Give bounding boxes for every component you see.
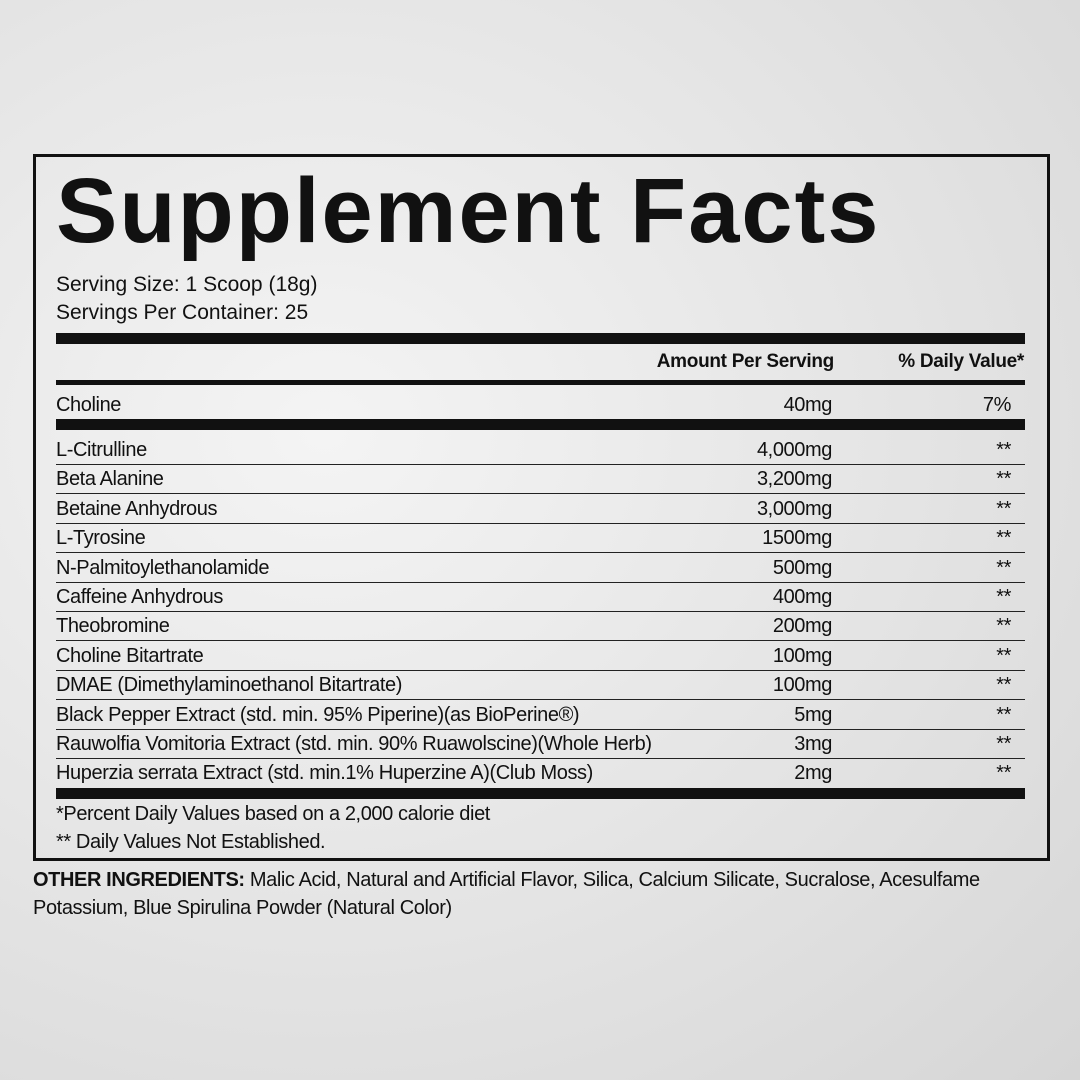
ingredient-amount: 200mg <box>772 615 833 638</box>
ingredient-row: Huperzia serrata Extract (std. min.1% Hu… <box>56 758 1025 787</box>
ingredient-name: Choline Bitartrate <box>56 644 204 667</box>
ingredient-name: Betaine Anhydrous <box>56 497 218 520</box>
ingredient-amount: 4,000mg <box>756 439 832 461</box>
ingredient-dv: ** <box>996 497 1011 520</box>
ingredient-dv: ** <box>996 762 1011 785</box>
ingredient-name: Huperzia serrata Extract (std. min.1% Hu… <box>56 762 593 785</box>
ingredient-name: DMAE (Dimethylaminoethanol Bitartrate) <box>56 674 403 697</box>
ingredient-amount: 3,200mg <box>756 468 832 491</box>
servings-per-container: Servings Per Container: 25 <box>56 301 309 324</box>
ingredient-row: Theobromine 200mg ** <box>56 611 1025 642</box>
nutrient-row-choline: Choline 40mg 7% <box>56 390 1025 419</box>
supplement-facts-panel: Supplement Facts Serving Size: 1 Scoop (… <box>33 154 1050 861</box>
ingredient-amount: 2mg <box>794 762 832 785</box>
ingredient-amount: 3mg <box>794 733 832 755</box>
ingredient-dv: ** <box>996 615 1011 638</box>
ingredient-name: L-Tyrosine <box>56 527 146 550</box>
ingredient-name: Rauwolfia Vomitoria Extract (std. min. 9… <box>56 733 652 755</box>
footnote-not-established: ** Daily Values Not Established. <box>56 831 326 853</box>
ingredient-amount: 500mg <box>772 556 833 579</box>
amount-header: Amount Per Serving <box>656 351 835 372</box>
ingredient-name: N-Palmitoylethanolamide <box>56 556 270 579</box>
ingredient-dv: ** <box>996 644 1011 667</box>
ingredient-amount: 100mg <box>772 644 833 667</box>
other-ingredients-label: OTHER INGREDIENTS: <box>33 869 245 891</box>
ingredient-dv: ** <box>996 674 1011 697</box>
ingredient-row: L-Citrulline 4,000mg ** <box>56 435 1025 465</box>
ingredient-dv: ** <box>996 468 1011 491</box>
divider-thick <box>56 333 1025 344</box>
panel-title: Supplement Facts <box>56 160 881 262</box>
ingredient-name: Beta Alanine <box>56 468 164 491</box>
ingredient-name: L-Citrulline <box>56 439 147 461</box>
ingredient-name: Black Pepper Extract (std. min. 95% Pipe… <box>56 703 580 726</box>
ingredient-row: L-Tyrosine 1500mg ** <box>56 523 1025 554</box>
ingredient-row: Betaine Anhydrous 3,000mg ** <box>56 494 1025 524</box>
ingredient-name: Theobromine <box>56 615 170 638</box>
ingredient-row: Rauwolfia Vomitoria Extract (std. min. 9… <box>56 729 1025 759</box>
ingredient-dv: ** <box>996 703 1011 726</box>
ingredient-dv: ** <box>996 733 1011 755</box>
nutrient-name: Choline <box>56 394 122 416</box>
ingredient-dv: ** <box>996 556 1011 579</box>
ingredient-name: Caffeine Anhydrous <box>56 586 223 608</box>
ingredient-dv: ** <box>996 586 1011 608</box>
ingredient-dv: ** <box>996 527 1011 550</box>
serving-size: Serving Size: 1 Scoop (18g) <box>56 273 318 296</box>
ingredient-amount: 3,000mg <box>756 497 832 520</box>
ingredient-row: Beta Alanine 3,200mg ** <box>56 464 1025 495</box>
ingredient-row: Black Pepper Extract (std. min. 95% Pipe… <box>56 700 1025 730</box>
ingredient-row: DMAE (Dimethylaminoethanol Bitartrate) 10… <box>56 670 1025 701</box>
ingredient-row: N-Palmitoylethanolamide 500mg ** <box>56 553 1025 583</box>
ingredient-amount: 400mg <box>772 586 833 608</box>
dv-header: % Daily Value* <box>898 351 1024 372</box>
other-ingredients-text: Malic Acid, Natural and Artificial Flavo… <box>33 869 980 919</box>
ingredient-row: Choline Bitartrate 100mg ** <box>56 641 1025 671</box>
ingredient-dv: ** <box>996 439 1011 461</box>
ingredient-amount: 100mg <box>772 674 833 697</box>
divider-medium <box>56 380 1025 385</box>
nutrient-amount: 40mg <box>783 394 833 416</box>
footnote-dv: *Percent Daily Values based on a 2,000 c… <box>56 803 490 825</box>
other-ingredients: OTHER INGREDIENTS: Malic Acid, Natural a… <box>33 866 1063 922</box>
ingredient-amount: 5mg <box>794 703 832 726</box>
ingredient-row: Caffeine Anhydrous 400mg ** <box>56 582 1025 612</box>
divider-thick <box>56 419 1025 430</box>
nutrient-dv: 7% <box>982 394 1012 416</box>
divider-thick <box>56 788 1025 799</box>
ingredient-amount: 1500mg <box>762 527 832 550</box>
